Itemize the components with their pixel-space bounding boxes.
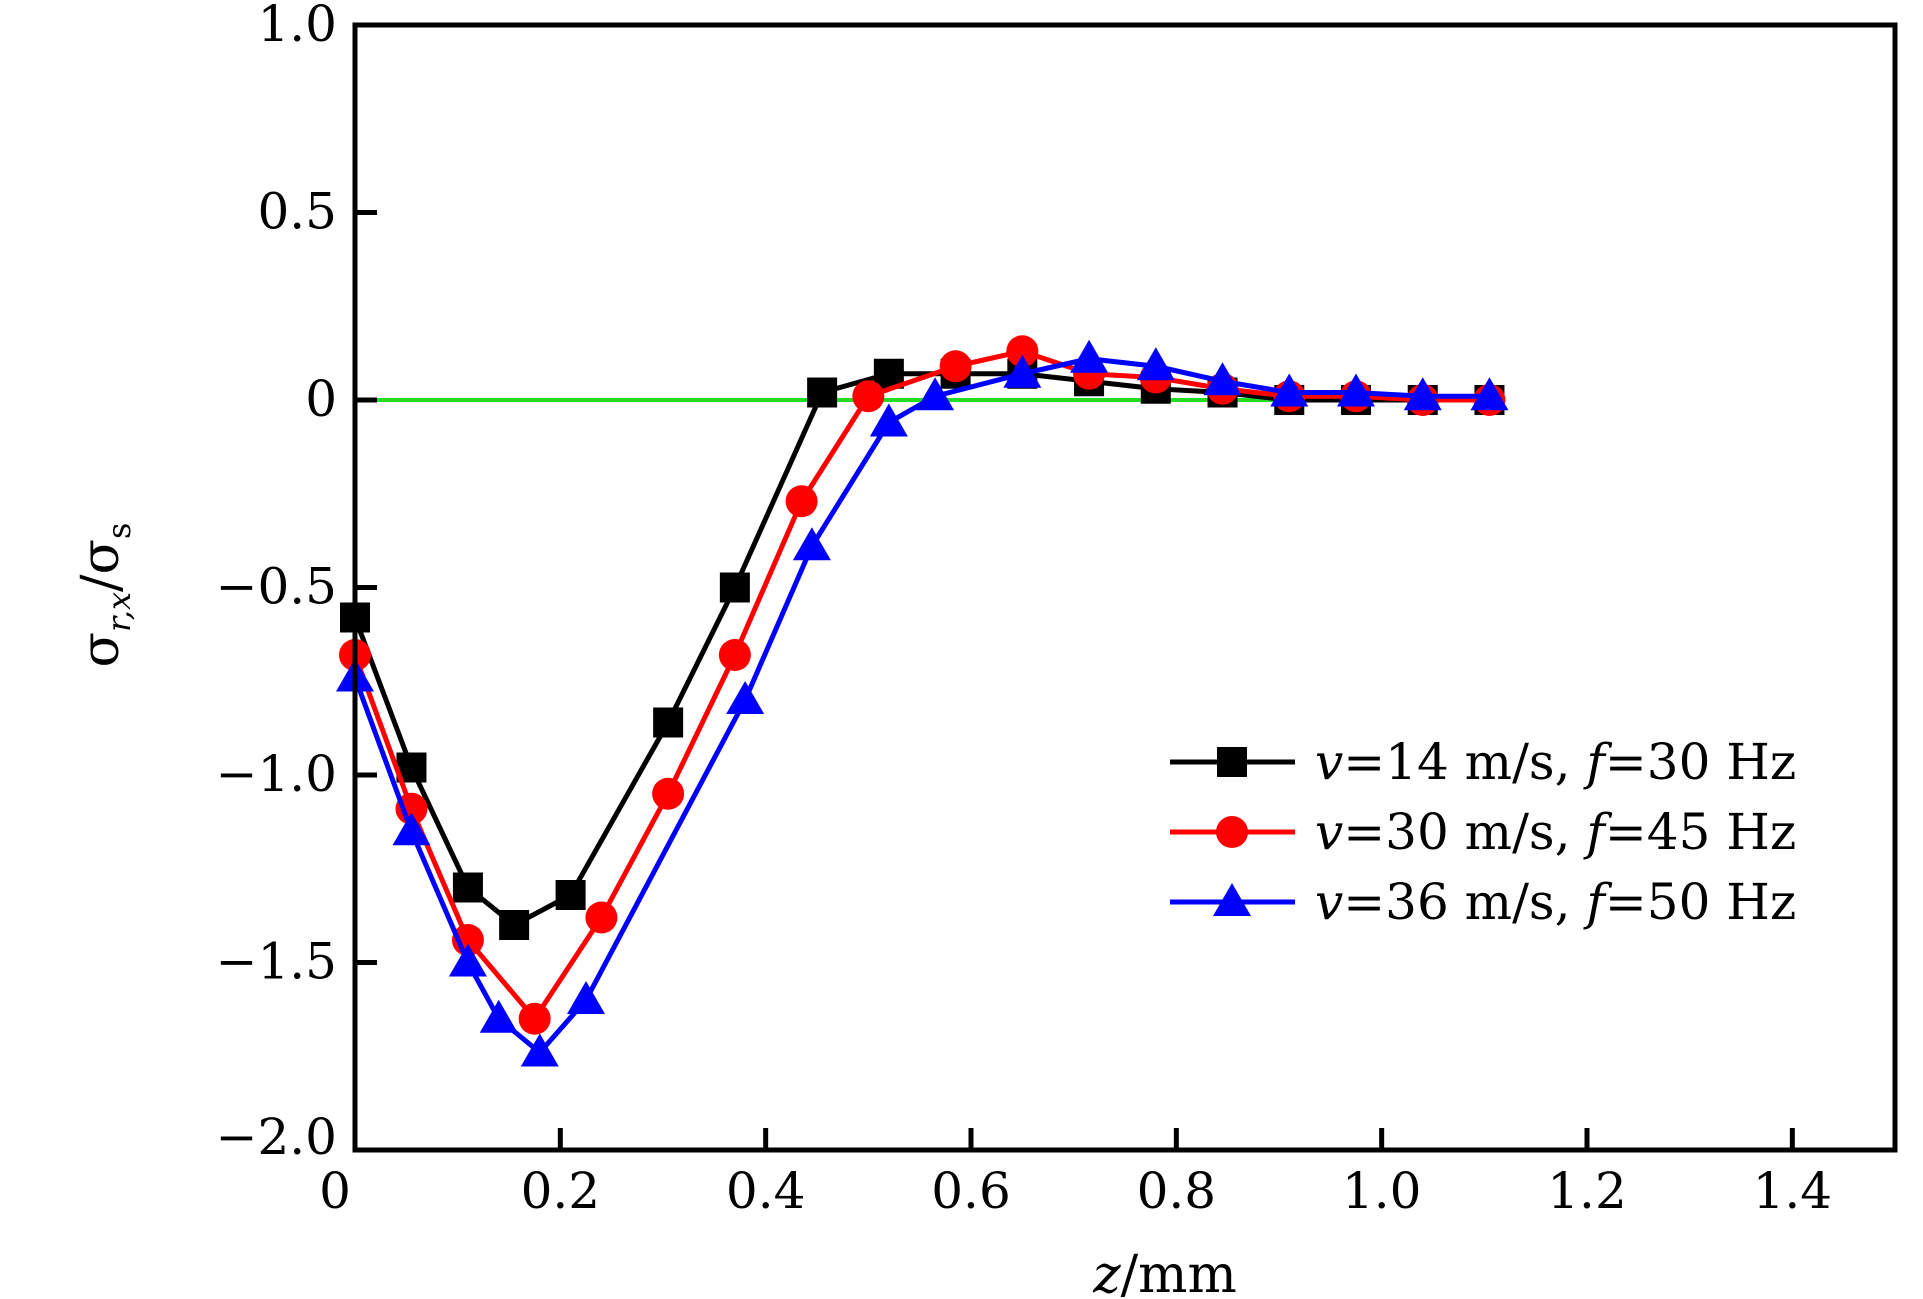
legend-item-1: v=14 m/s, f=30 Hz (1170, 733, 1796, 791)
x-tick-label: 0.8 (1137, 1162, 1217, 1220)
data-point (395, 792, 428, 825)
y-tick-label: −2.0 (216, 1108, 337, 1166)
y-tick-label: 0.5 (257, 183, 337, 241)
data-point (520, 1033, 559, 1067)
data-point (1136, 347, 1175, 381)
legend: v=14 m/s, f=30 Hz v=30 m/s, f=45 Hz v=36 m… (1170, 733, 1796, 931)
data-point (939, 350, 972, 383)
x-tick-label: 0 (319, 1162, 351, 1220)
y-tick-label: 1.0 (257, 0, 337, 53)
data-point (869, 403, 908, 437)
x-tick-label: 0.4 (726, 1162, 806, 1220)
data-point (1403, 377, 1442, 411)
data-point (652, 777, 685, 810)
data-point (1006, 335, 1039, 368)
legend-marker (1216, 816, 1248, 848)
legend-marker (1213, 883, 1251, 916)
x-tick-label: 0.6 (931, 1162, 1011, 1220)
x-tick-label: 1.0 (1342, 1162, 1422, 1220)
legend-label: v=30 m/s, f=45 Hz (1315, 803, 1796, 861)
data-point (1203, 362, 1242, 396)
data-point (555, 880, 586, 910)
legend-marker (1217, 747, 1247, 777)
data-point (719, 572, 750, 603)
data-point (567, 981, 605, 1014)
y-tick-label: −1.0 (216, 745, 337, 803)
legend-item-2: v=30 m/s, f=45 Hz (1170, 803, 1796, 861)
data-point (726, 681, 765, 714)
data-point (916, 377, 955, 411)
data-point (585, 901, 618, 934)
x-tick-label: 1.2 (1547, 1162, 1627, 1220)
x-axis-ticks: 0 0.2 0.4 0.6 0.8 1.0 1.2 1.4 (319, 1128, 1832, 1220)
data-point (1270, 373, 1309, 407)
legend-item-3: v=36 m/s, f=50 Hz (1170, 873, 1796, 931)
data-point (452, 872, 483, 903)
data-point (852, 380, 885, 413)
x-tick-label: 1.4 (1753, 1162, 1833, 1220)
data-point (479, 999, 518, 1033)
data-point (448, 943, 487, 977)
y-axis-ticks: 1.0 0.5 0 −0.5 −1.0 −1.5 −2.0 (216, 0, 377, 1166)
x-axis-title: z/mm (1092, 1245, 1237, 1299)
data-point (1070, 339, 1109, 373)
data-point (1337, 373, 1375, 407)
data-point (499, 910, 530, 940)
x-tick-label: 0.2 (521, 1162, 601, 1220)
data-point (785, 485, 818, 518)
data-point (807, 377, 838, 408)
y-tick-label: −0.5 (216, 558, 337, 616)
data-point (518, 1002, 551, 1035)
y-tick-label: 0 (305, 370, 337, 428)
data-point (792, 527, 831, 561)
y-tick-label: −1.5 (216, 933, 337, 991)
data-point (392, 812, 431, 846)
data-point (653, 707, 684, 738)
data-point (1470, 377, 1509, 411)
y-axis-title: σr,x/σs (71, 523, 138, 668)
series-3 (336, 339, 1509, 1067)
data-point (1003, 354, 1042, 388)
legend-label: v=14 m/s, f=30 Hz (1315, 733, 1796, 791)
legend-label: v=36 m/s, f=50 Hz (1315, 873, 1796, 931)
data-point (718, 639, 751, 671)
